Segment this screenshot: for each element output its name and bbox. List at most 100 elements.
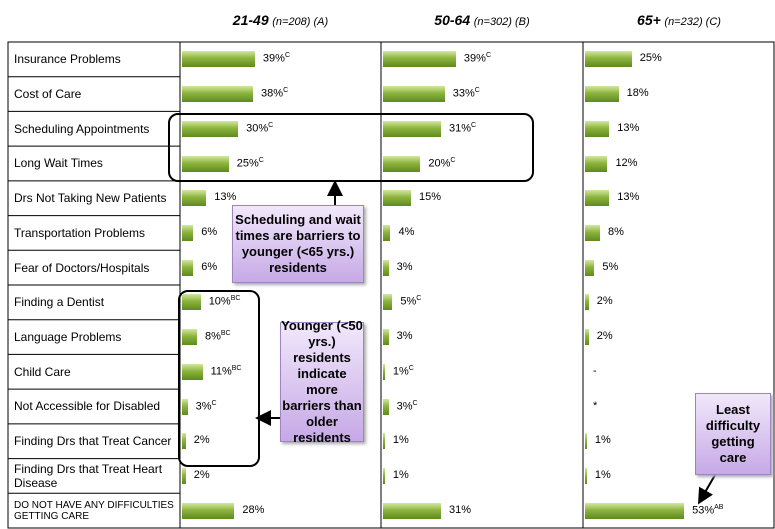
value-label: 39%C <box>263 52 290 65</box>
value-label: 12% <box>615 157 637 169</box>
value-text: 13% <box>617 121 640 134</box>
bar <box>585 259 595 276</box>
value-text: 28% <box>242 503 265 516</box>
callout-line: difficulty <box>705 418 761 433</box>
significance: C <box>474 87 480 95</box>
callout-line: indicate more <box>297 366 347 397</box>
value-label: 13% <box>617 122 639 134</box>
significance: C <box>471 121 477 129</box>
significance: C <box>408 364 414 372</box>
category-label: DO NOT HAVE ANY DIFFICULTIES GETTING CAR… <box>14 499 174 522</box>
category-label: Finding Drs that Treat Cancer <box>14 434 172 449</box>
value-text: 13% <box>617 191 640 204</box>
value-text: 5% <box>602 260 619 273</box>
bar <box>383 51 456 68</box>
value-label: 3% <box>397 330 413 342</box>
value-text: 2% <box>193 434 210 447</box>
value-text: 25% <box>639 52 662 65</box>
value-label: 38%C <box>261 87 288 100</box>
bar <box>383 86 445 103</box>
value-text: 11% <box>210 365 232 378</box>
value-label: 31%C <box>449 122 476 135</box>
value-text: 25% <box>236 157 259 170</box>
value-label: 2% <box>597 330 613 342</box>
callout: Scheduling and wait times are barriers to… <box>232 205 364 283</box>
callout-line: yrs.) residents <box>293 334 351 365</box>
bar <box>182 190 207 207</box>
category-label: Not Accessible for Disabled <box>14 399 161 414</box>
bar <box>585 502 685 519</box>
value-label: 10%BC <box>209 295 241 308</box>
value-text: 2% <box>596 295 613 308</box>
value-label: 2% <box>194 469 210 481</box>
value-label: 1% <box>595 469 611 481</box>
value-text: * <box>593 399 598 412</box>
value-text: 33% <box>452 87 475 100</box>
bar <box>182 398 188 415</box>
value-text: 5% <box>400 296 417 308</box>
value-label: 5% <box>602 261 618 273</box>
bar <box>383 224 391 241</box>
bar <box>182 120 239 137</box>
column-header: 65+ (n=232) (C) <box>583 12 775 28</box>
value-text: 3% <box>396 400 413 413</box>
bar <box>182 224 194 241</box>
significance: C <box>268 121 274 129</box>
callout-line: younger (<65 yrs.) <box>241 244 355 259</box>
category-label: Long Wait Times <box>14 156 103 171</box>
bar <box>383 398 389 415</box>
value-text: 13% <box>214 191 237 204</box>
bar <box>182 433 186 450</box>
value-label: 3% <box>397 261 413 273</box>
bar <box>182 155 229 172</box>
callout-line: Scheduling and wait <box>235 212 361 227</box>
bar <box>383 190 412 207</box>
bar <box>585 224 600 241</box>
category-label: Language Problems <box>14 330 122 345</box>
value-label: 1% <box>393 469 409 481</box>
value-label: 18% <box>627 87 649 99</box>
value-text: 6% <box>201 225 218 238</box>
value-label: 39%C <box>464 52 491 65</box>
bar <box>182 467 186 484</box>
value-text: 3% <box>396 260 413 273</box>
bar <box>383 294 393 311</box>
value-label: 31% <box>449 504 471 516</box>
value-label: 11%BC <box>211 365 242 378</box>
series-note: (n=208) (A) <box>272 16 329 28</box>
value-label: 1% <box>393 434 409 446</box>
category-label: Finding a Dentist <box>14 295 105 310</box>
value-text: 6% <box>201 260 218 273</box>
category-label: Finding Drs that Treat Heart Disease <box>14 461 163 490</box>
significance: BC <box>220 330 231 338</box>
bar <box>182 259 194 276</box>
bar <box>383 363 385 380</box>
bar <box>585 86 619 103</box>
category-label: Drs Not Taking New Patients <box>14 191 167 206</box>
callout: Least difficulty getting care <box>695 393 771 475</box>
value-label: 25% <box>640 52 662 64</box>
value-label: 2% <box>597 295 613 307</box>
callout-line: care <box>719 450 747 465</box>
callout-line: Younger (<50 <box>281 318 363 333</box>
category-label: Cost of Care <box>14 87 82 102</box>
value-text: 10% <box>208 296 231 308</box>
value-label: 3%C <box>397 400 418 413</box>
column-header: 50-64 (n=302) (B) <box>381 12 583 28</box>
category-label: Scheduling Appointments <box>14 121 150 136</box>
value-text: 39% <box>262 53 285 65</box>
significance: BC <box>231 364 242 372</box>
bar <box>383 467 385 484</box>
category-label: Fear of Doctors/Hospitals <box>14 260 150 275</box>
value-label: 8% <box>608 226 624 238</box>
series-name: 21-49 <box>232 12 269 28</box>
value-text: 2% <box>596 330 613 343</box>
callout-line: residents <box>293 430 351 445</box>
series-note: (n=232) (C) <box>664 16 721 28</box>
significance: BC <box>230 295 241 303</box>
series-name: 65+ <box>637 12 661 28</box>
value-label: 2% <box>194 434 210 446</box>
category-label: Transportation Problems <box>14 225 145 240</box>
value-label: 13% <box>617 191 639 203</box>
